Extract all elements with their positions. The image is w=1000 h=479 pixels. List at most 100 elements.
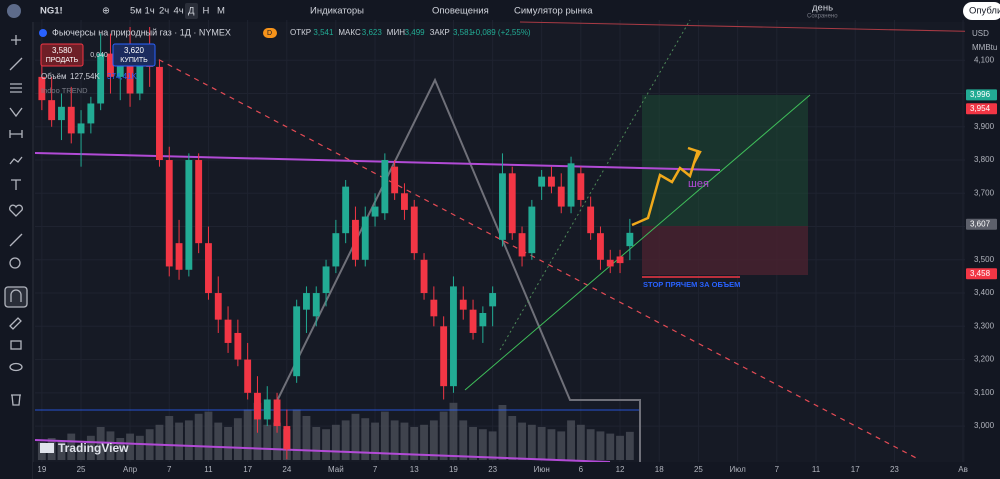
- x-tick-label: 23: [890, 465, 899, 474]
- volume-bar: [302, 416, 311, 460]
- lock-tool[interactable]: [10, 340, 22, 350]
- favorite-tool[interactable]: [9, 204, 23, 217]
- ohlc-value: 3,581: [453, 28, 474, 37]
- candle-body: [469, 309, 477, 333]
- sell-button[interactable]: [40, 43, 84, 67]
- candle-body: [205, 243, 212, 294]
- change: +0,089 (+2,55%): [471, 28, 531, 37]
- add-symbol[interactable]: ⊕: [102, 6, 110, 17]
- avatar[interactable]: [7, 4, 21, 18]
- volume-bar: [233, 418, 242, 460]
- candle-body: [273, 399, 281, 427]
- interval-button[interactable]: 2ч: [159, 6, 169, 17]
- volume-bar: [478, 429, 487, 460]
- ohlc-value: 3,499: [405, 28, 426, 37]
- volume-bar: [380, 411, 389, 460]
- lower-line: [34, 439, 611, 463]
- candle-body: [38, 76, 46, 101]
- top-toolbar: [0, 0, 1000, 22]
- price-label-box: [966, 218, 997, 230]
- candle-body: [136, 46, 144, 94]
- candle-body: [508, 173, 516, 234]
- interval-button[interactable]: 4ч: [174, 6, 184, 17]
- price-label-box: [966, 89, 997, 101]
- volume-bar: [341, 420, 350, 460]
- x-tick-label: 6: [579, 465, 584, 474]
- candle-body: [450, 286, 457, 387]
- ohlc-label: ОТКР: [290, 28, 311, 37]
- candle-body: [156, 66, 163, 161]
- support-line: [464, 94, 811, 391]
- volume-bar: [106, 431, 115, 460]
- volume-bar: [77, 444, 85, 460]
- volume-bar: [175, 422, 183, 460]
- draw-mode-tool[interactable]: [9, 317, 22, 330]
- ohlc-value: 3,623: [362, 28, 383, 37]
- delete-tool[interactable]: [11, 394, 21, 406]
- volume-bar: [518, 422, 526, 460]
- forecast-tool[interactable]: [9, 156, 23, 165]
- candle-body: [87, 103, 95, 124]
- candle-body: [312, 293, 320, 317]
- candle-body: [263, 399, 271, 420]
- y-tick-label: 4,100: [974, 55, 995, 64]
- currency[interactable]: USD: [972, 29, 989, 38]
- arrow-head: [687, 146, 702, 164]
- x-tick-label: 25: [77, 465, 86, 474]
- buy-button[interactable]: [112, 43, 156, 67]
- interval-button[interactable]: 1ч: [145, 6, 155, 17]
- candle-body: [293, 306, 301, 377]
- interval-button[interactable]: М: [217, 6, 225, 17]
- simulator-button[interactable]: Симулятор рынка: [514, 6, 593, 17]
- price-label: 3,458: [970, 269, 991, 278]
- sell-price[interactable]: 3,580: [52, 46, 73, 55]
- buy-label[interactable]: КУПИТЬ: [120, 57, 148, 64]
- x-tick-label: 18: [655, 465, 664, 474]
- trendline-tool[interactable]: [9, 57, 23, 71]
- brand-name: TradingView: [58, 441, 129, 455]
- candle-body: [126, 60, 134, 94]
- buy-price[interactable]: 3,620: [124, 46, 145, 55]
- candle-body: [67, 106, 75, 134]
- interval-button[interactable]: Н: [203, 6, 210, 17]
- loss-zone: [642, 226, 808, 275]
- unit[interactable]: MMBtu: [972, 43, 997, 52]
- ruler-tool[interactable]: [9, 233, 23, 247]
- volume-bar: [224, 427, 232, 460]
- sell-label[interactable]: ПРОДАТЬ: [46, 57, 79, 64]
- hide-tool[interactable]: [9, 362, 23, 372]
- x-tick-label: Май: [328, 465, 344, 474]
- badge: [263, 28, 277, 38]
- x-tick-label: 13: [410, 465, 419, 474]
- time-axis: [33, 462, 1000, 479]
- candle-body: [165, 160, 173, 267]
- interval-button[interactable]: Д: [188, 6, 195, 17]
- interval-button[interactable]: 5м: [130, 6, 142, 17]
- x-tick-label: 17: [243, 465, 252, 474]
- candle-body: [371, 206, 379, 217]
- fib-tool[interactable]: [10, 83, 22, 93]
- volume-bar: [135, 435, 144, 460]
- text-tool[interactable]: [11, 179, 21, 190]
- candle-body: [381, 160, 389, 214]
- ohlc-label: МАКС: [338, 28, 361, 37]
- volume-bar: [273, 422, 281, 460]
- candle-body: [254, 392, 261, 420]
- candle-body: [332, 233, 340, 267]
- volume-bar: [498, 405, 507, 460]
- volume-bar: [312, 427, 321, 460]
- measure-tool[interactable]: [9, 130, 23, 138]
- x-tick-label: 19: [449, 465, 458, 474]
- symbol[interactable]: NG1!: [40, 6, 63, 17]
- legend-title: Фьючерсы на природный газ · 1Д · NYMEX: [52, 27, 231, 37]
- publish-label[interactable]: Опубли: [969, 6, 1000, 17]
- interval-active[interactable]: [185, 3, 198, 19]
- pattern-tool[interactable]: [9, 107, 23, 118]
- indicators-button[interactable]: Индикаторы: [310, 6, 364, 17]
- layout-name[interactable]: день: [812, 3, 833, 14]
- zoom-tool[interactable]: [9, 257, 21, 269]
- alerts-button[interactable]: Оповещения: [432, 6, 489, 17]
- volume-bar: [322, 429, 330, 460]
- crosshair-tool[interactable]: [11, 35, 21, 45]
- publish-button[interactable]: [963, 2, 1000, 20]
